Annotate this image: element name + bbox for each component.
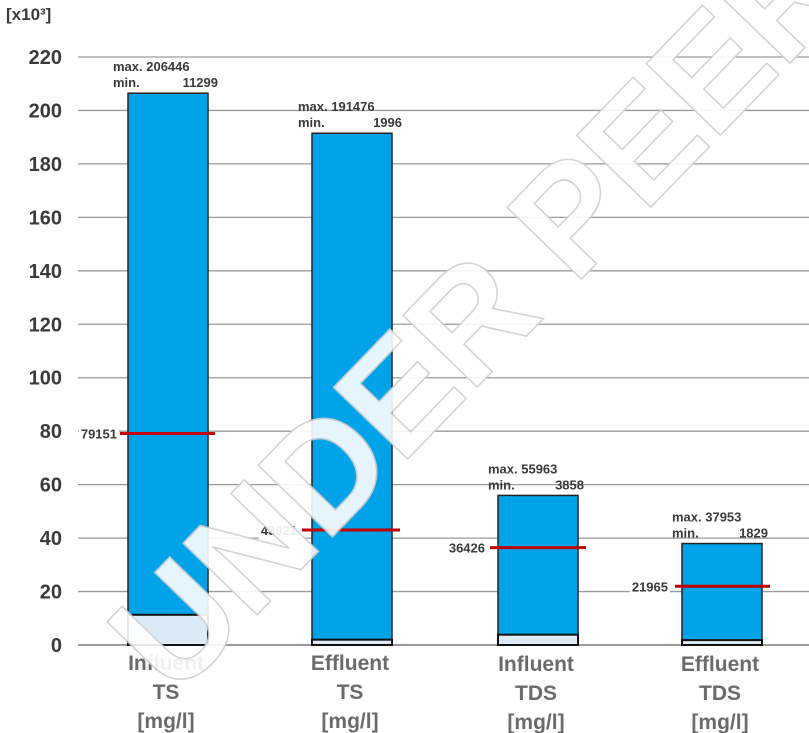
y-tick-label: 180: [29, 154, 62, 176]
mean-label: 43021: [261, 523, 297, 538]
y-tick-label: 0: [51, 635, 62, 657]
category-label: Influent: [498, 653, 574, 676]
max-label: max. 55963: [488, 461, 557, 476]
y-tick-label: 140: [29, 261, 62, 283]
min-prefix: min.: [113, 75, 140, 90]
y-tick-label: 160: [29, 207, 62, 229]
category-label: TS: [337, 681, 364, 704]
min-prefix: min.: [672, 526, 699, 541]
y-tick-label: 80: [40, 421, 62, 443]
category-label: Effluent: [311, 652, 389, 675]
bar-min-box: [311, 638, 393, 646]
mean-label-background: [78, 425, 119, 443]
y-axis-ticks: 0 20 40 60 80 100 120 140 160 180 200 220: [29, 47, 62, 657]
y-axis-unit-label: [x10³]: [6, 5, 51, 24]
min-value: 1829: [739, 526, 768, 541]
y-tick-label: 40: [40, 528, 62, 550]
x-axis-category-labels: Influent TS [mg/l] Effluent TS [mg/l] Influent…: [128, 652, 759, 733]
min-label: min. 11299: [113, 75, 218, 90]
min-prefix: min.: [488, 477, 515, 492]
category-label: Influent: [128, 652, 204, 675]
category-label: [mg/l]: [691, 711, 748, 733]
category-label: TS: [153, 681, 180, 704]
min-label: min. 1829: [672, 526, 768, 541]
bar-max: [311, 132, 393, 646]
y-tick-label: 200: [29, 100, 62, 122]
mean-label-background: [258, 522, 299, 540]
mean-label-background: [629, 578, 670, 596]
mean-label-background: [446, 539, 487, 557]
min-prefix: min.: [298, 115, 325, 130]
min-value: 3858: [555, 477, 584, 492]
category-label: TDS: [515, 682, 557, 705]
min-label: min. 3858: [488, 477, 584, 492]
mean-label: 36426: [449, 541, 485, 556]
max-label: max. 191476: [298, 99, 375, 114]
min-value: 11299: [183, 75, 218, 90]
mean-label: 21965: [632, 579, 668, 594]
y-tick-label: 220: [29, 47, 62, 69]
mean-label: 79151: [81, 426, 117, 441]
y-tick-label: 100: [29, 368, 62, 390]
category-label: [mg/l]: [137, 710, 194, 733]
max-label: max. 37953: [672, 510, 741, 525]
category-label: [mg/l]: [321, 710, 378, 733]
bar-min-box: [681, 639, 763, 646]
category-label: TDS: [699, 682, 741, 705]
category-label: [mg/l]: [507, 711, 564, 733]
y-tick-label: 20: [40, 582, 62, 604]
bar-max: [681, 542, 763, 646]
min-label: min. 1996: [298, 115, 402, 130]
bar-min-box: [127, 613, 209, 646]
bar-max: [127, 92, 209, 646]
bar-max: [497, 494, 579, 646]
bar-min-box: [497, 633, 579, 646]
max-label: max. 206446: [113, 59, 190, 74]
category-label: Effluent: [681, 653, 759, 676]
y-tick-label: 60: [40, 475, 62, 497]
min-value: 1996: [373, 115, 402, 130]
y-tick-label: 120: [29, 314, 62, 336]
